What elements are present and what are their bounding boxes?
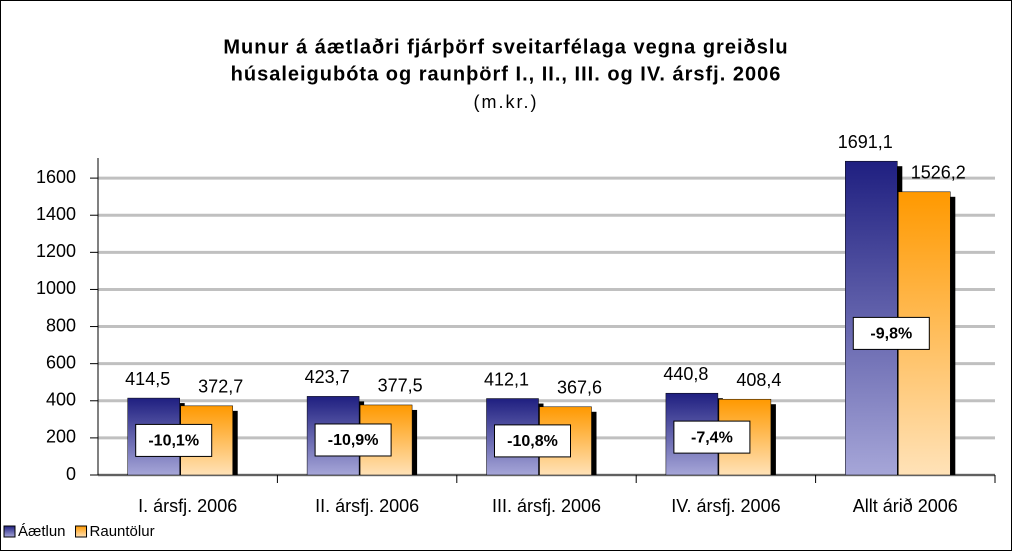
legend-swatch [3,525,16,538]
chart-title: Munur á áætlaðri fjárþörf sveitarfélaga … [223,36,788,58]
annotation: -9,8% [870,326,912,343]
y-tick-label: 0 [66,464,76,484]
annotation-box [673,420,751,454]
x-tick-label: III. ársfj. 2006 [492,496,601,516]
x-tick-label: II. ársfj. 2006 [315,496,419,516]
x-tick-label: IV. ársfj. 2006 [671,496,780,516]
y-tick-label: 800 [46,315,76,335]
annotation-box [852,316,930,350]
value-label: 440,8 [663,364,708,384]
legend-label: Áætlun [18,523,66,540]
y-tick-label: 1400 [36,204,76,224]
y-tick-label: 600 [46,352,76,372]
value-label: 377,5 [378,376,423,396]
value-label: 372,7 [198,377,243,397]
annotation-box [314,423,392,457]
annotation: -10,9% [328,432,379,449]
y-tick-label: 1000 [36,278,76,298]
value-label: 1691,1 [838,132,893,152]
legend-swatch [75,525,88,538]
annotation: -10,8% [507,433,558,450]
value-label: 408,4 [736,370,781,390]
value-label: 412,1 [484,369,529,389]
value-label: 414,5 [125,369,170,389]
chart-subtitle: (m.kr.) [474,92,539,112]
value-label: 1526,2 [911,163,966,183]
y-tick-label: 1600 [36,167,76,187]
legend-label: Rauntölur [90,523,155,540]
annotation: -10,1% [148,433,199,450]
value-label: 423,7 [305,367,350,387]
y-tick-label: 1200 [36,241,76,261]
x-tick-label: I. ársfj. 2006 [138,496,237,516]
x-tick-label: Allt árið 2006 [853,496,958,516]
chart-title: húsaleigubóta og raunþörf I., II., III. … [231,63,782,85]
y-tick-label: 400 [46,390,76,410]
value-label: 367,6 [557,378,602,398]
annotation-box [494,424,571,458]
annotation-box [135,423,213,457]
y-tick-label: 200 [46,427,76,447]
annotation: -7,4% [691,429,733,446]
